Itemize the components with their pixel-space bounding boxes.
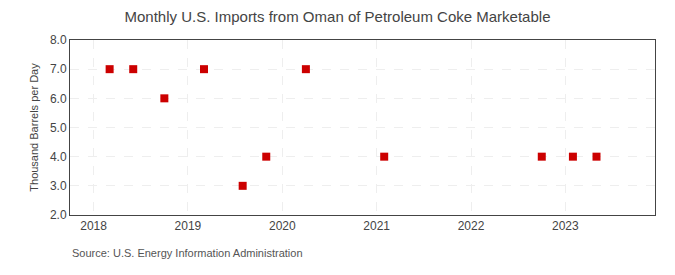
svg-text:2022: 2022 [458,219,485,233]
svg-text:2023: 2023 [552,219,579,233]
svg-text:4.0: 4.0 [50,150,67,164]
svg-text:3.0: 3.0 [50,179,67,193]
svg-text:2021: 2021 [363,219,390,233]
svg-text:6.0: 6.0 [50,92,67,106]
svg-text:Source: U.S. Energy Informatio: Source: U.S. Energy Information Administ… [72,247,303,259]
svg-text:2018: 2018 [80,219,107,233]
svg-text:2020: 2020 [269,219,296,233]
svg-text:2019: 2019 [175,219,202,233]
svg-text:2.0: 2.0 [50,208,67,222]
svg-text:7.0: 7.0 [50,62,67,76]
svg-text:Monthly U.S. Imports from Oman: Monthly U.S. Imports from Oman of Petrol… [125,8,551,25]
svg-text:Thousand Barrels per Day: Thousand Barrels per Day [28,63,40,192]
svg-text:8.0: 8.0 [50,33,67,47]
svg-text:5.0: 5.0 [50,121,67,135]
